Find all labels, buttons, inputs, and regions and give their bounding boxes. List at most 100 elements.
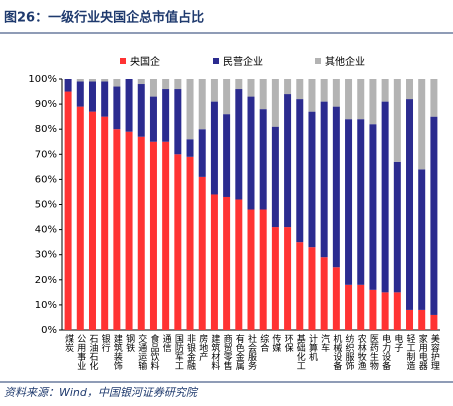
bar-segment xyxy=(332,267,340,330)
bar-segment xyxy=(406,309,414,330)
bar-segment xyxy=(284,79,292,95)
bar-segment xyxy=(393,79,401,162)
x-tick-label: 纺织服饰 xyxy=(344,333,355,371)
bar-segment xyxy=(76,106,84,330)
bar-segment xyxy=(320,79,328,102)
bar-segment xyxy=(137,84,145,137)
bar-segment xyxy=(406,99,414,310)
x-tick-label: 煤炭 xyxy=(63,333,74,353)
x-tick-label: 电力设备 xyxy=(380,333,391,370)
y-tick-label: 70% xyxy=(35,149,57,160)
x-tick-label: 有色金属 xyxy=(234,333,245,371)
chart-title: 图26：一级行业央国企总市值占比 xyxy=(4,10,204,26)
bar-segment xyxy=(381,292,389,330)
x-tick-label: 轻工制造 xyxy=(405,333,416,371)
source: 资料来源：Wind，中国银河证券研究院 xyxy=(4,386,199,399)
bar-segment xyxy=(186,156,194,330)
x-tick-label: 环保 xyxy=(283,334,294,353)
bar-segment xyxy=(186,139,194,157)
x-tick-label: 房地产 xyxy=(197,333,208,362)
x-tick-label: 社会服务 xyxy=(246,333,257,371)
x-tick-label: 钢铁 xyxy=(124,333,135,353)
bar-segment xyxy=(296,79,304,100)
legend-label: 民营企业 xyxy=(223,55,263,68)
x-tick-label: 非银金融 xyxy=(185,333,196,371)
bar-segment xyxy=(418,309,426,330)
bar-segment xyxy=(88,81,96,112)
bar-segment xyxy=(64,91,72,330)
bar-segment xyxy=(162,141,170,330)
bar-segment xyxy=(430,314,438,330)
x-tick-label: 银行 xyxy=(100,333,111,353)
bar-segment xyxy=(235,199,243,330)
bar-segment xyxy=(76,79,84,82)
bar-segment xyxy=(235,89,243,200)
x-tick-label: 家用电器 xyxy=(417,333,428,370)
bar-segment xyxy=(88,79,96,82)
bar-segment xyxy=(198,129,206,177)
y-tick-label: 90% xyxy=(35,99,57,110)
legend-label: 其他企业 xyxy=(325,55,365,68)
bar-segment xyxy=(113,129,121,330)
legend-swatch xyxy=(315,58,321,64)
bar-segment xyxy=(235,79,243,90)
bar-segment xyxy=(101,79,109,82)
y-tick-label: 100% xyxy=(28,74,57,85)
x-tick-label: 综合 xyxy=(258,333,269,353)
bar-segment xyxy=(271,227,279,330)
bar-segment xyxy=(149,96,157,142)
bar-segment xyxy=(125,131,133,330)
bar-segment xyxy=(210,79,218,102)
bar-segment xyxy=(247,209,255,330)
bar-segment xyxy=(345,79,353,120)
bar-segment xyxy=(357,284,365,330)
y-tick-label: 0% xyxy=(41,325,57,336)
bar-segment xyxy=(174,89,182,155)
x-tick-label: 农林牧渔 xyxy=(356,333,367,370)
bar-segment xyxy=(393,292,401,330)
x-tick-label: 机械设备 xyxy=(331,333,342,370)
bar-segment xyxy=(259,209,267,330)
bar-segment xyxy=(271,79,279,127)
bar-segment xyxy=(162,79,170,90)
x-tick-label: 建筑材料 xyxy=(209,333,220,371)
bar-segment xyxy=(357,119,365,285)
bar-segment xyxy=(345,284,353,330)
y-tick-label: 50% xyxy=(35,200,57,211)
y-tick-label: 80% xyxy=(35,124,57,135)
bar-segment xyxy=(247,96,255,210)
bar-segment xyxy=(430,79,438,117)
bar-segment xyxy=(406,79,414,100)
bar-segment xyxy=(88,111,96,330)
bar-segment xyxy=(381,79,389,102)
bar-segment xyxy=(271,126,279,228)
bar-segment xyxy=(418,79,426,170)
bar-segment xyxy=(113,79,121,87)
bar-segment xyxy=(101,116,109,331)
bar-segment xyxy=(101,81,109,117)
bar-segment xyxy=(296,99,304,243)
x-tick-label: 基础化工 xyxy=(295,333,306,370)
y-tick-label: 40% xyxy=(35,225,57,236)
x-tick-label: 国防军工 xyxy=(173,334,184,370)
x-tick-label: 商贸零售 xyxy=(222,333,233,371)
bar-segment xyxy=(162,89,170,142)
x-tick-label: 石油石化 xyxy=(87,334,98,371)
bar-segment xyxy=(332,106,340,268)
bar-segment xyxy=(369,124,377,290)
bar-segment xyxy=(308,111,316,248)
bar-segment xyxy=(198,176,206,330)
x-tick-label: 汽车 xyxy=(319,333,330,353)
legend-label: 央国企 xyxy=(130,55,160,68)
bar-segment xyxy=(186,79,194,140)
bar-segment xyxy=(125,79,133,132)
bar-segment xyxy=(259,79,267,110)
bar-segment xyxy=(223,196,231,330)
y-tick-label: 60% xyxy=(35,174,57,185)
bar-segment xyxy=(223,79,231,115)
bar-segment xyxy=(308,79,316,112)
bar-segment xyxy=(357,79,365,120)
x-tick-label: 公用事业 xyxy=(75,334,86,370)
y-tick-label: 30% xyxy=(35,250,57,261)
